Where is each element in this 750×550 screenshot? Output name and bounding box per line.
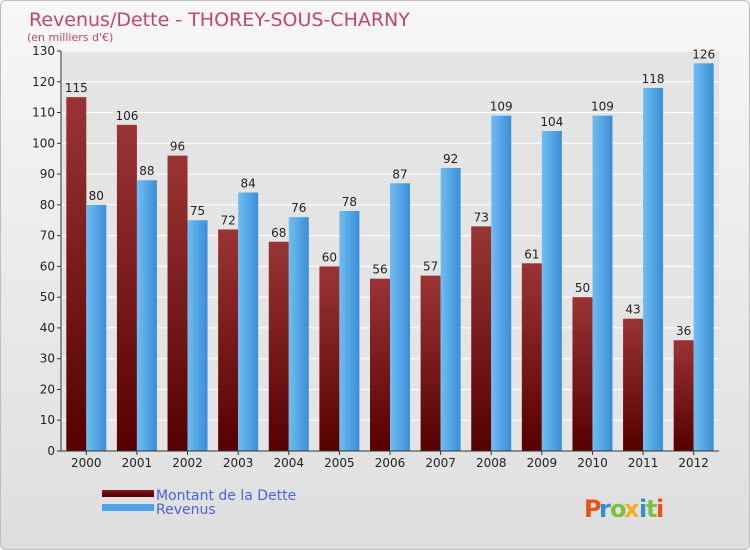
y-tick-label: 0 [47,444,55,458]
data-label: 57 [423,260,438,274]
y-tick-label: 10 [40,413,55,427]
revenue-bar [491,115,512,451]
revenue-bar [541,131,562,451]
x-tick-label: 2007 [425,456,456,470]
debt-bar [319,266,340,451]
debt-bar [572,297,593,451]
x-tick-label: 2002 [172,456,203,470]
y-tick-label: 80 [40,198,55,212]
data-label: 61 [524,247,539,261]
data-label: 76 [291,201,306,215]
revenue-bar [288,217,309,451]
y-tick-label: 40 [40,321,55,335]
debt-bar [471,226,492,451]
y-tick-label: 100 [32,136,55,150]
revenue-bar [693,63,714,452]
proxiti-logo: Pr ox iti [584,495,664,523]
revenue-bar [86,204,107,451]
revenue-bar [390,183,410,452]
data-label: 72 [221,213,236,227]
logo-letter: i [639,495,647,523]
data-label: 84 [241,177,256,191]
legend-label-revenue: Revenus [156,502,216,518]
y-tick-label: 70 [40,229,55,243]
x-tick-label: 2011 [628,456,659,470]
debt-bar [521,263,542,451]
data-label: 36 [676,324,691,338]
debt-bar [116,124,137,451]
data-label: 126 [692,47,715,61]
data-label: 104 [540,115,563,129]
data-label: 73 [474,210,489,224]
chart-subtitle: (en milliers d'€) [27,31,113,44]
data-label: 109 [490,100,513,114]
debt-bar [66,97,87,452]
data-label: 68 [271,226,286,240]
debt-bar [673,340,694,451]
data-label: 43 [625,303,640,317]
y-tick-label: 60 [40,259,55,273]
logo-letter: o [610,495,627,523]
x-tick-label: 2006 [375,456,406,470]
data-label: 75 [190,204,205,218]
chart-title: Revenus/Dette - THOREY-SOUS-CHARNY [29,9,410,31]
legend-swatch-debt [102,490,154,497]
debt-bar [370,278,390,451]
data-labels: 115 80 106 88 96 75 72 84 68 76 60 78 56 87 57 92 73 109 6… [65,47,715,338]
y-tick-label: 110 [32,106,55,120]
y-tick-label: 130 [32,44,55,58]
logo-letter: P [584,495,602,523]
legend: Montant de la Dette Revenus [102,488,296,518]
debt-bar [623,318,644,451]
bars [66,63,714,452]
axes: 0 10 20 30 40 50 60 70 80 90 100 110 120 130 2000 2001 2… [32,44,719,470]
y-tick-label: 20 [40,382,55,396]
logo-letter: t [646,495,657,523]
debt-bar [268,241,289,451]
legend-label-debt: Montant de la Dette [156,488,296,504]
y-tick-label: 30 [40,352,55,366]
x-tick-label: 2004 [273,456,304,470]
data-label: 88 [139,164,154,178]
data-label: 78 [342,195,357,209]
data-label: 96 [170,140,185,154]
y-tick-label: 50 [40,290,55,304]
x-tick-label: 2008 [476,456,507,470]
data-label: 109 [591,100,614,114]
debt-bar [167,155,188,451]
revenue-bar [592,115,613,451]
data-label: 56 [372,263,387,277]
x-tick-label: 2009 [527,456,558,470]
data-label: 60 [322,250,337,264]
data-label: 80 [89,189,104,203]
y-tick-label: 90 [40,167,55,181]
data-label: 118 [642,72,665,86]
legend-swatch-revenue [102,504,154,511]
x-tick-label: 2012 [678,456,709,470]
revenue-bar [339,211,360,451]
revenue-bar [238,192,259,452]
x-tick-label: 2001 [122,456,153,470]
revenue-bar [440,167,461,451]
data-label: 50 [575,281,590,295]
x-tick-label: 2003 [223,456,254,470]
data-label: 115 [65,81,88,95]
logo-letter: i [656,495,664,523]
revenue-bar [136,180,157,451]
y-tick-label: 120 [32,75,55,89]
debt-bar [218,229,239,451]
data-label: 87 [392,167,407,181]
data-label: 92 [443,152,458,166]
x-tick-label: 2000 [71,456,102,470]
x-tick-label: 2005 [324,456,355,470]
revenue-bar [187,220,208,451]
debt-bar [420,275,441,451]
logo-letter: x [624,495,640,523]
x-tick-label: 2010 [577,456,608,470]
data-label: 106 [115,109,138,123]
revenue-bar [643,87,664,451]
logo-letter: r [599,495,611,523]
